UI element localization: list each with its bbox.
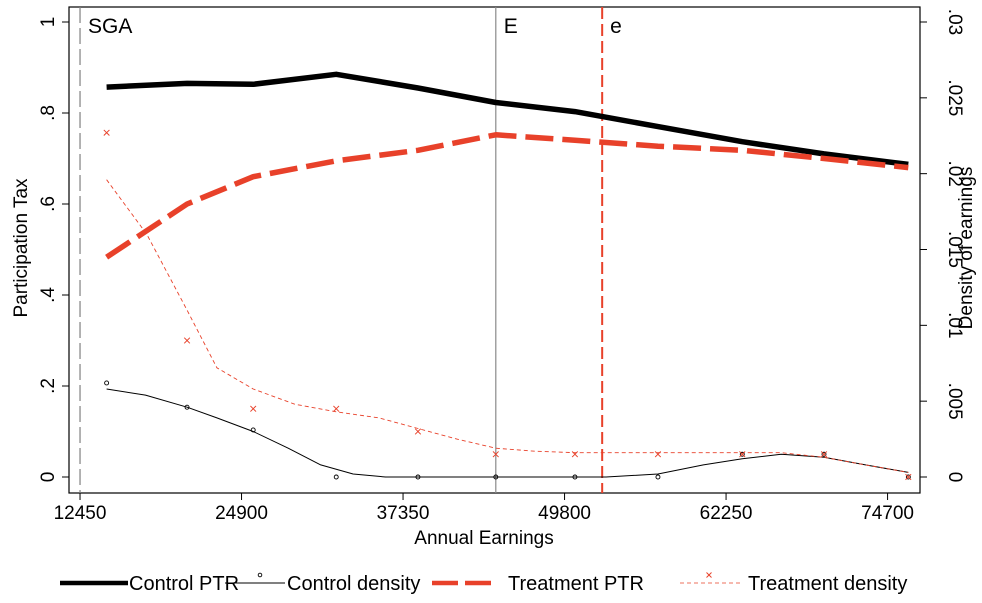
data-point-control-density xyxy=(905,474,911,480)
x-tick-label: 12450 xyxy=(54,503,107,524)
y-right-tick-label: .02 xyxy=(944,160,965,186)
x-tick-label: 37350 xyxy=(377,503,430,524)
data-point-treatment-density xyxy=(183,337,191,344)
data-point-control-density xyxy=(821,451,827,457)
x-tick-label: 49800 xyxy=(538,503,591,524)
series-markers xyxy=(103,129,912,481)
data-point-treatment-density xyxy=(414,428,422,435)
series-line-control-ptr xyxy=(106,71,909,168)
y-axis-right: 0 .005 .01 .015 .02 .025 .03 xyxy=(920,9,965,483)
x-axis-title: Annual Earnings xyxy=(414,528,553,549)
y-left-tick-label: 0 xyxy=(38,472,59,483)
legend-treatment-density-label: Treatment density xyxy=(748,573,907,595)
series-line-treatment-density xyxy=(106,179,909,473)
y-left-tick-label: .4 xyxy=(38,287,59,303)
y-right-tick-label: .025 xyxy=(944,79,965,116)
legend-control-density-marker xyxy=(257,572,263,578)
y-axis-left-title: Participation Tax xyxy=(11,178,32,318)
data-point-treatment-density xyxy=(333,405,340,412)
data-point-control-density xyxy=(572,474,578,480)
reference-label-e: e xyxy=(610,15,622,38)
y-right-tick-label: 0 xyxy=(944,472,965,483)
series-lines xyxy=(105,71,909,478)
series-line-treatment-ptr xyxy=(105,132,909,260)
x-axis: 12450 24900 37350 49800 62250 74700 xyxy=(54,493,914,524)
series-line-control-density xyxy=(106,388,909,478)
legend: Control PTR Control density Treatment PT… xyxy=(60,572,907,595)
y-axis-left: 0 .2 .4 .6 .8 1 xyxy=(38,17,69,483)
data-point-control-density xyxy=(104,380,110,386)
y-right-tick-label: .03 xyxy=(944,9,965,35)
x-tick-label: 62250 xyxy=(700,503,753,524)
data-point-control-density xyxy=(655,474,661,480)
y-right-tick-label: .01 xyxy=(944,312,965,338)
data-point-control-density xyxy=(493,474,499,480)
legend-control-density-label: Control density xyxy=(287,573,420,595)
legend-treatment-ptr-label: Treatment PTR xyxy=(508,573,644,595)
data-point-treatment-density xyxy=(654,451,662,458)
y-right-tick-label: .015 xyxy=(944,231,965,268)
data-point-treatment-density xyxy=(739,451,746,458)
legend-control-ptr-label: Control PTR xyxy=(129,573,239,595)
data-point-control-density xyxy=(333,474,339,480)
data-point-treatment-density xyxy=(820,451,828,458)
data-point-control-density xyxy=(184,404,190,410)
data-point-control-density xyxy=(739,451,745,457)
y-left-tick-label: .8 xyxy=(38,105,59,121)
x-tick-label: 74700 xyxy=(861,503,914,524)
y-left-tick-label: 1 xyxy=(38,17,59,28)
data-point-treatment-density xyxy=(250,405,257,412)
data-point-treatment-density xyxy=(103,129,110,136)
y-right-tick-label: .005 xyxy=(944,383,965,420)
data-point-control-density xyxy=(250,427,256,433)
y-left-tick-label: .2 xyxy=(38,378,59,394)
data-point-control-density xyxy=(415,474,421,480)
data-point-treatment-density xyxy=(492,451,499,458)
reference-label-e: E xyxy=(504,15,518,38)
y-left-tick-label: .6 xyxy=(38,196,59,212)
data-point-treatment-density xyxy=(905,473,912,481)
y-axis-right-title: Density of earnings xyxy=(956,167,977,330)
reference-label-sga: SGA xyxy=(88,15,132,38)
legend-treatment-density-marker xyxy=(706,572,712,578)
data-point-treatment-density xyxy=(571,451,579,458)
x-tick-label: 24900 xyxy=(215,503,268,524)
